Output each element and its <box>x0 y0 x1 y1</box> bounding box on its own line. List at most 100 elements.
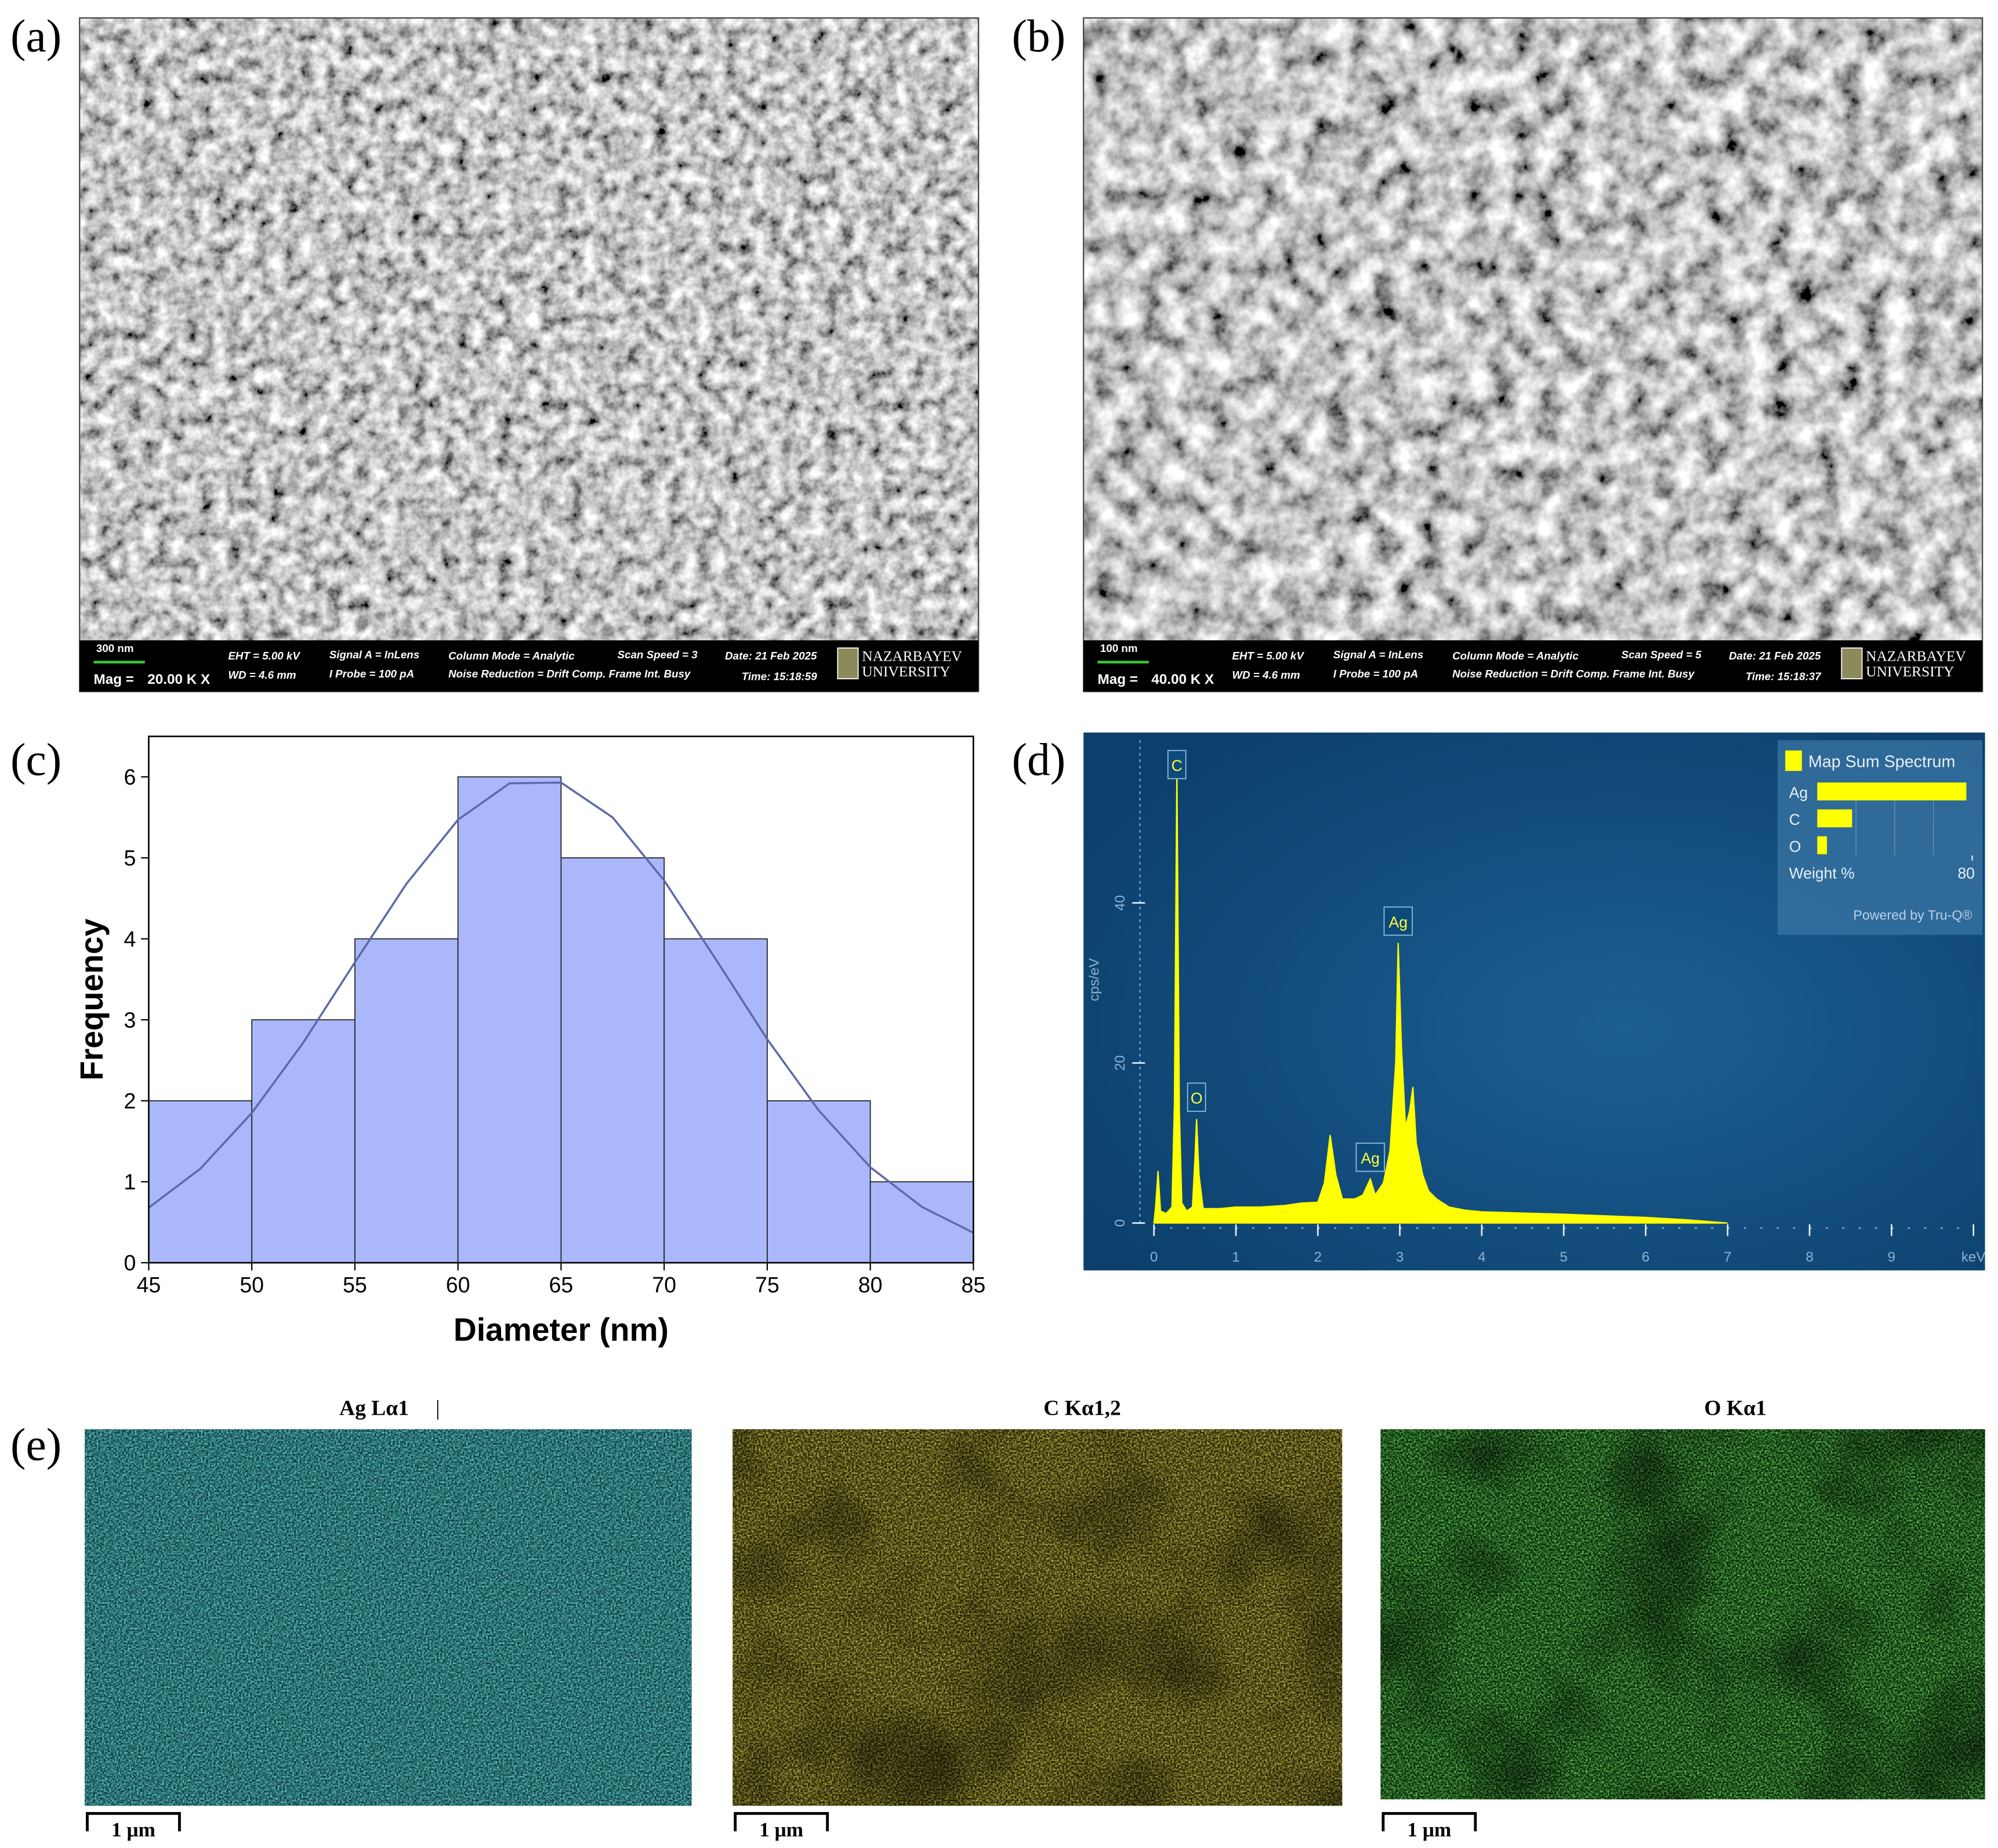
x-tick-label: 3 <box>1396 1249 1404 1265</box>
info-text: Mag = <box>1098 672 1138 687</box>
peak-label-box <box>1167 749 1187 780</box>
x-tick-label: 4 <box>1478 1249 1486 1265</box>
info-text: Signal A = InLens <box>329 648 419 661</box>
inset-tick-label: 80 <box>1957 865 1974 882</box>
info-text: EHT = 5.00 kV <box>1232 650 1304 662</box>
panel-label: (c) <box>10 734 61 785</box>
x-tick-label: 45 <box>137 1273 161 1297</box>
panel-label: (b) <box>1012 10 1066 61</box>
info-text: WD = 4.6 mm <box>1232 669 1300 681</box>
histogram-bar <box>663 938 768 1263</box>
logo-text: NAZARBAYEV <box>1866 648 1966 664</box>
weight-bar <box>1817 809 1852 828</box>
info-text: Scan Speed = 3 <box>618 648 698 661</box>
legend-swatch <box>1785 750 1802 771</box>
y-tick-label: 5 <box>124 846 136 870</box>
y-axis-label: cps/eV <box>1087 958 1103 1001</box>
map-marker: | <box>436 1397 440 1421</box>
inset-box <box>1777 740 1983 935</box>
x-tick-label: 55 <box>343 1273 367 1297</box>
panel-label: (e) <box>10 1419 61 1470</box>
logo-text: UNIVERSITY <box>1866 664 1954 680</box>
scale-label: 1 μm <box>111 1818 155 1841</box>
x-tick-label: 8 <box>1805 1249 1813 1265</box>
map-shade <box>733 1429 1343 1806</box>
y-tick-label: 0 <box>1112 1219 1128 1227</box>
info-text: 300 nm <box>96 642 134 654</box>
x-tick-label: 6 <box>1642 1249 1650 1265</box>
inset-title: Map Sum Spectrum <box>1808 753 1956 771</box>
info-bar <box>1083 640 1983 692</box>
x-tick-label: 70 <box>652 1273 676 1297</box>
histogram-bar <box>354 938 459 1263</box>
histogram-bar <box>251 1019 356 1263</box>
x-tick-label: 60 <box>446 1273 470 1297</box>
inset-x-label: Weight % <box>1789 865 1855 882</box>
histogram-bar <box>148 1100 253 1263</box>
inset-category: Ag <box>1789 784 1808 802</box>
info-bar <box>79 640 979 692</box>
y-tick-label: 40 <box>1112 895 1128 911</box>
x-tick-label: 7 <box>1724 1249 1732 1265</box>
inset-category: C <box>1789 811 1800 828</box>
info-text: Noise Reduction = Drift Comp. Frame Int.… <box>448 668 691 680</box>
logo-text: NAZARBAYEV <box>862 648 962 664</box>
scale-label: 1 μm <box>1407 1818 1451 1841</box>
y-axis-label: Frequency <box>74 918 110 1080</box>
scale-label: 1 μm <box>759 1818 803 1841</box>
logo-icon <box>1841 647 1863 680</box>
x-tick-label: 50 <box>240 1273 264 1297</box>
histogram-bar <box>766 1100 871 1263</box>
histogram-bar <box>457 776 562 1263</box>
y-tick-label: 1 <box>124 1170 136 1194</box>
inset-note: Powered by Tru-Q® <box>1853 907 1972 922</box>
y-tick-label: 4 <box>124 927 136 951</box>
panel-label: (d) <box>1012 734 1066 785</box>
spectrum <box>1153 766 1728 1224</box>
info-text: 40.00 K X <box>1151 672 1214 687</box>
x-axis-label: Diameter (nm) <box>454 1312 669 1348</box>
info-text: Date: 21 Feb 2025 <box>1729 650 1821 662</box>
inset-category: O <box>1789 838 1801 855</box>
info-text: 20.00 K X <box>147 672 210 687</box>
sem-image <box>79 17 979 640</box>
histogram-bar <box>560 857 665 1263</box>
x-tick-label: 85 <box>961 1273 985 1297</box>
logo-icon <box>837 647 859 680</box>
info-text: Noise Reduction = Drift Comp. Frame Int.… <box>1452 668 1695 680</box>
x-tick-label: 65 <box>549 1273 574 1297</box>
weight-bar <box>1817 836 1827 854</box>
histogram-bar <box>869 1181 974 1263</box>
info-text: 100 nm <box>1100 642 1138 654</box>
peak-label: C <box>1172 757 1183 774</box>
y-tick-label: 20 <box>1112 1055 1128 1071</box>
x-tick-label: 9 <box>1888 1249 1896 1265</box>
y-tick-label: 3 <box>124 1008 136 1032</box>
x-tick-label: 80 <box>858 1273 883 1297</box>
map-title: O Kα1 <box>1704 1397 1766 1421</box>
info-text: I Probe = 100 pA <box>1333 668 1418 680</box>
peak-label: Ag <box>1389 914 1408 931</box>
scale-bar <box>734 1811 829 1832</box>
panel-label: (a) <box>10 10 61 61</box>
info-text: Column Mode = Analytic <box>1452 650 1579 662</box>
sem-image <box>1083 17 1983 640</box>
x-tick-label: 5 <box>1560 1249 1568 1265</box>
weight-bar <box>1817 782 1967 800</box>
peak-label-box <box>1355 1142 1385 1172</box>
info-text: I Probe = 100 pA <box>329 668 414 680</box>
y-tick-label: 6 <box>124 765 136 789</box>
info-text: Mag = <box>94 672 134 687</box>
map-shade <box>1380 1429 1985 1800</box>
info-text: Signal A = InLens <box>1333 648 1423 661</box>
y-tick-label: 0 <box>124 1251 136 1275</box>
logo-text: UNIVERSITY <box>862 664 950 680</box>
info-text: Column Mode = Analytic <box>448 650 575 662</box>
scale-bar <box>86 1811 181 1832</box>
map-title: Ag Lα1 <box>339 1397 409 1421</box>
info-text: Time: 15:18:37 <box>1746 670 1822 682</box>
info-text: Date: 21 Feb 2025 <box>725 650 817 662</box>
x-tick-label: 0 <box>1150 1249 1158 1265</box>
peak-label: Ag <box>1361 1150 1379 1167</box>
